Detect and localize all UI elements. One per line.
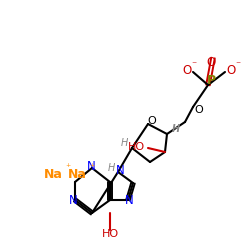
Text: ⁻: ⁻ xyxy=(236,60,240,70)
Text: HO: HO xyxy=(128,142,144,152)
Text: O: O xyxy=(182,64,192,78)
Text: ⁺: ⁺ xyxy=(66,163,71,173)
Text: O: O xyxy=(194,105,203,115)
Text: Na: Na xyxy=(68,168,86,181)
Text: N: N xyxy=(68,194,78,206)
Text: N: N xyxy=(87,160,96,173)
Text: O: O xyxy=(148,116,156,126)
Text: N: N xyxy=(124,194,134,207)
Text: HO: HO xyxy=(102,229,118,239)
Text: P: P xyxy=(206,74,216,88)
Text: ⁻: ⁻ xyxy=(192,60,196,70)
Text: H: H xyxy=(120,138,128,148)
Text: O: O xyxy=(226,64,235,78)
Text: N: N xyxy=(116,164,124,177)
Text: Na: Na xyxy=(44,168,62,181)
Text: ⁺: ⁺ xyxy=(90,163,94,173)
Text: H: H xyxy=(172,124,180,134)
Text: O: O xyxy=(206,56,216,68)
Text: H: H xyxy=(107,163,115,173)
